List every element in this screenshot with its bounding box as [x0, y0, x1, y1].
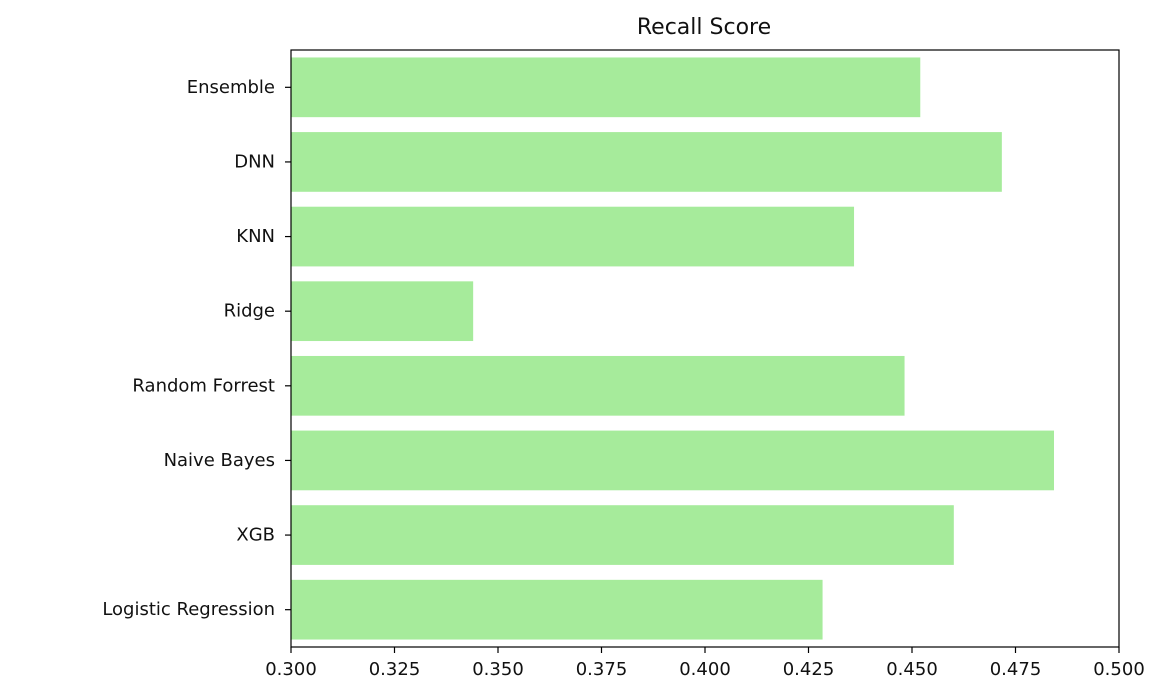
y-tick-label: Ridge [224, 301, 275, 322]
bar-ensemble [291, 57, 921, 118]
bar-logistic-regression [291, 579, 823, 640]
y-tick-label: Ensemble [187, 77, 275, 98]
x-axis-ticks: 0.300 0.325 0.350 0.375 0.400 0.425 0.450 0.475… [265, 647, 1145, 680]
y-tick-label: DNN [234, 151, 275, 172]
x-tick-label: 0.375 [576, 659, 628, 680]
x-tick-label: 0.350 [472, 659, 524, 680]
x-tick-label: 0.400 [679, 659, 731, 680]
y-tick-label: KNN [236, 226, 275, 247]
bar-knn [291, 206, 855, 267]
y-tick-label: Random Forrest [132, 375, 275, 396]
bar-xgb [291, 505, 954, 565]
x-tick-label: 0.500 [1093, 659, 1145, 680]
x-tick-label: 0.325 [369, 659, 421, 680]
bar-random-forrest [291, 355, 905, 416]
bars-group [291, 57, 1055, 640]
chart-title: Recall Score [637, 15, 771, 40]
x-tick-label: 0.475 [990, 659, 1042, 680]
bar-dnn [291, 132, 1002, 192]
x-tick-label: 0.425 [783, 659, 835, 680]
bar-ridge [291, 281, 474, 342]
y-tick-label: Logistic Regression [102, 599, 275, 620]
y-tick-label: Naive Bayes [164, 450, 275, 471]
bar-naive-bayes [291, 430, 1055, 491]
y-axis-ticks: Logistic Regression XGB Naive Bayes Random … [102, 77, 291, 620]
plot-frame [290, 49, 1120, 648]
x-tick-label: 0.300 [265, 659, 317, 680]
x-tick-label: 0.450 [886, 659, 938, 680]
y-tick-label: XGB [236, 525, 275, 546]
